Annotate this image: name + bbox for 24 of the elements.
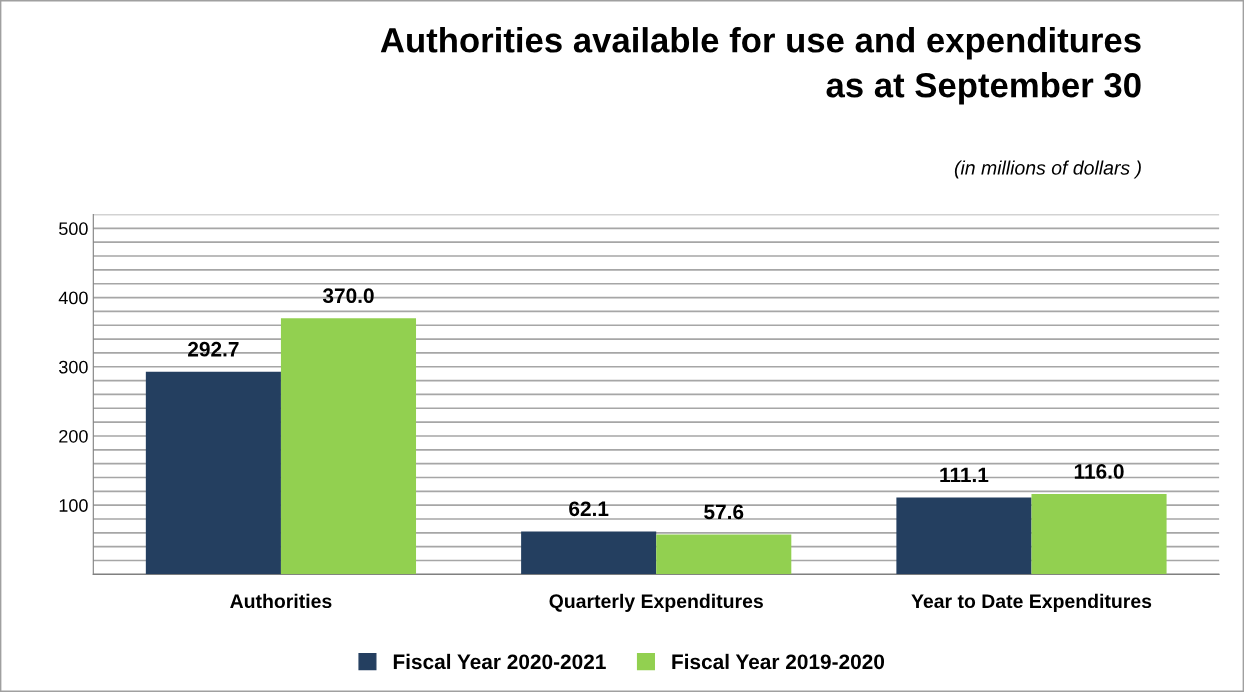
y-tick-label: 500 bbox=[59, 222, 88, 236]
data-label: 57.6 bbox=[704, 504, 744, 520]
y-tick-label: 100 bbox=[59, 499, 88, 512]
bar bbox=[656, 534, 792, 575]
bar bbox=[280, 318, 417, 575]
data-label: 62.1 bbox=[569, 501, 609, 517]
data-label: 370.0 bbox=[322, 288, 374, 304]
chart-subtitle: (in millions of dollars ) bbox=[954, 160, 1141, 179]
y-tick-label: 200 bbox=[59, 429, 88, 443]
bar bbox=[521, 531, 657, 575]
data-label: 292.7 bbox=[188, 341, 239, 357]
data-label: 116.0 bbox=[1074, 464, 1124, 479]
bar bbox=[1031, 494, 1167, 575]
legend-label: Fiscal Year 2019-2020 bbox=[672, 653, 885, 670]
chart-title: Authorities available for use and expenditures as at September 30 bbox=[380, 27, 1141, 105]
y-tick-label: 300 bbox=[59, 360, 88, 374]
x-tick-label: Year to Date Expenditures bbox=[911, 593, 1152, 612]
y-tick-label: 400 bbox=[58, 291, 88, 305]
bar bbox=[145, 371, 281, 575]
data-label: 111.1 bbox=[940, 467, 989, 483]
x-tick-label: Authorities bbox=[230, 593, 332, 609]
bar bbox=[896, 497, 1032, 575]
legend-label: Fiscal Year 2020-2021 bbox=[393, 653, 606, 670]
x-tick-label: Quarterly Expenditures bbox=[549, 593, 763, 612]
